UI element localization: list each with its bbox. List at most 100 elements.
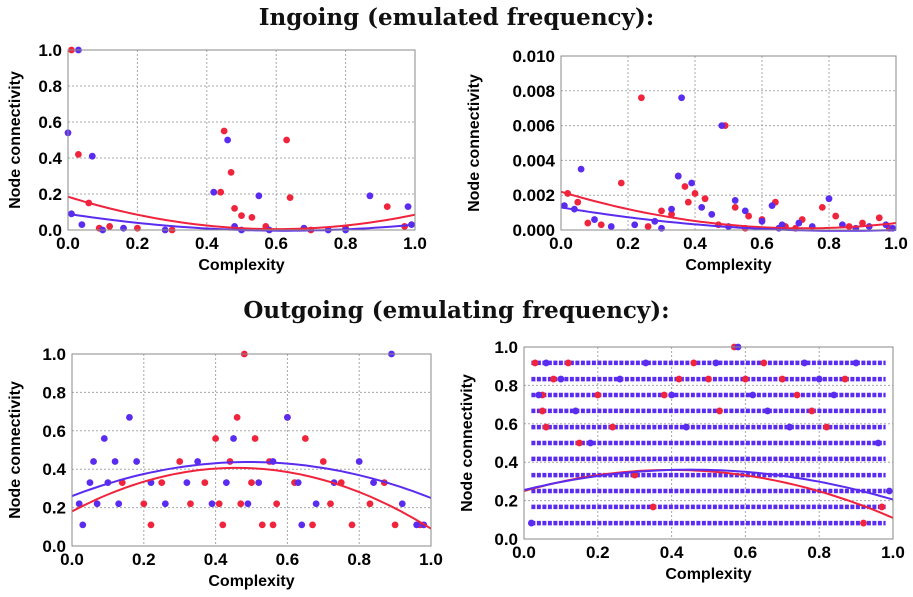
chart2-series1-point (597, 221, 605, 229)
chart4-y-tick-label: 0.0 (494, 530, 518, 549)
chart3-series1-point (251, 435, 259, 442)
chart4-series1-point (742, 375, 749, 383)
outgoing-chart-right: 0.0 0.2 0.4 0.6 0.8 1.0 0.0 0.2 0.4 0.6 0.8 1.0 Comp… (459, 338, 905, 583)
chart2-series1-point (617, 179, 625, 187)
chart3-series1-point (158, 479, 166, 487)
chart2-series1-point (818, 203, 826, 211)
chart3-x-tick-label: 0.2 (132, 550, 156, 569)
chart2-series1-point (859, 219, 866, 227)
chart3-y-tick-label: 0.8 (42, 383, 66, 402)
chart3-series1-point (366, 500, 374, 508)
chart3-y-tick-label: 0.4 (42, 460, 66, 479)
chart4-x-tick-label: 0.4 (660, 543, 684, 562)
chart4-series2-point (668, 391, 675, 399)
chart2-series1-point (832, 212, 840, 220)
chart3-series2-point (75, 500, 83, 508)
chart2-series2-point (718, 122, 726, 129)
chart1-y-tick-label: 1.0 (38, 41, 62, 60)
chart4-series1-point (823, 423, 830, 431)
chart1-y-tick-label: 0.8 (38, 77, 62, 96)
chart3-series2-point (126, 413, 133, 421)
chart2-series2-point (591, 216, 598, 223)
chart3-plot-frame (71, 353, 432, 547)
chart3-series1-point (391, 521, 399, 529)
chart1-series1-point (286, 194, 294, 202)
chart3-x-tick-label: 0.0 (60, 550, 84, 569)
chart4-series1-point (550, 375, 557, 383)
chart3-series1-point (147, 521, 155, 529)
chart3-series1-point (233, 413, 241, 421)
chart4-series1-point (631, 471, 639, 479)
chart3-series2-point (413, 521, 421, 529)
chart3-series1-point (258, 521, 266, 529)
chart1-series2-point (366, 192, 374, 200)
chart3-series2-point (133, 458, 141, 465)
chart3-y-tick-label: 0.0 (42, 537, 66, 556)
chart4-x-axis-label: Complexity (665, 566, 751, 583)
chart3-series1-point (237, 500, 245, 508)
chart3-series1-point (219, 521, 227, 529)
chart4-y-axis-label: Node connectivity (459, 374, 476, 512)
chart1-x-tick-label: 0.4 (195, 234, 219, 253)
chart1-series1-point (134, 224, 141, 232)
chart3-series2-point (370, 479, 377, 487)
chart2-series2-point (674, 172, 682, 180)
chart3-series2-point (100, 435, 108, 442)
chart3-series2-point (93, 500, 101, 508)
chart2-series1-point (668, 210, 675, 218)
chart1-series2-point (120, 224, 127, 232)
chart1-series2-point (88, 152, 96, 160)
chart4-series2-point (874, 439, 882, 447)
chart1-x-tick-label: 0.6 (264, 234, 288, 253)
chart4-series2-point (642, 359, 650, 367)
chart4-x-tick-label: 0.0 (512, 543, 536, 562)
chart2-series2-point (825, 195, 833, 203)
chart3-y-tick-label: 0.2 (42, 499, 66, 518)
chart3-series1-point (348, 521, 356, 529)
chart4-series2-point (749, 391, 757, 399)
chart4-series1-point (609, 423, 616, 431)
ingoing-section-title: Ingoing (emulated frequency): (258, 4, 655, 31)
chart1-series1-point (248, 214, 256, 221)
chart2-y-tick-label: 0.002 (512, 186, 555, 205)
chart3-series1-point (273, 500, 281, 508)
chart2-series2-point (698, 203, 706, 211)
chart4-y-tick-label: 0.4 (494, 453, 518, 472)
outgoing-section-title: Outgoing (emulating frequency): (243, 297, 670, 324)
chart2-x-tick-label: 1.0 (884, 234, 908, 253)
chart3-series1-point (301, 435, 309, 442)
chart1-y-tick-label: 0.2 (38, 185, 62, 204)
chart3-series2-point (230, 435, 237, 442)
chart1-y-tick-label: 0.6 (38, 113, 62, 132)
chart3-series2-point (194, 458, 202, 465)
ingoing-chart-left: 0.0 0.2 0.4 0.6 0.8 1.0 0.0 0.2 0.4 0.6 0.8 1.0 Comp… (7, 41, 427, 274)
chart2-series2-point (658, 224, 665, 232)
chart1-series2-point (224, 136, 232, 144)
chart4-series2-point (572, 407, 580, 415)
chart2-x-axis-label: Complexity (685, 257, 771, 274)
chart3-series2-point (208, 500, 216, 508)
chart3-series2-point (298, 521, 306, 529)
chart2-series2-fit-curve (560, 206, 897, 232)
chart2-y-tick-label: 0.000 (512, 221, 555, 240)
chart3-x-tick-label: 0.4 (204, 550, 228, 569)
chart4-series2-point (815, 375, 823, 383)
chart4-series2-point (712, 359, 720, 367)
chart4-series1-point (716, 407, 723, 415)
chart3-series2-point (398, 500, 406, 508)
chart3-series1-point (309, 521, 316, 529)
chart2-x-tick-label: 0.6 (750, 234, 774, 253)
chart3-series2-point (294, 479, 302, 487)
chart4-series2-fit-curve (523, 468, 894, 501)
chart3-series1-point (187, 500, 194, 508)
chart2-series2-point (678, 94, 685, 102)
chart4-series1-point (860, 519, 867, 527)
chart1-series1-point (383, 203, 391, 211)
chart1-series1-point (217, 188, 225, 196)
chart3-series2-fit-curve (71, 461, 432, 499)
chart2-series2-point (731, 197, 739, 204)
chart1-series2-point (404, 203, 412, 211)
chart3-series2-point (79, 521, 87, 529)
chart4-y-tick-label: 0.8 (494, 376, 518, 395)
chart2-series2-point (708, 210, 716, 218)
